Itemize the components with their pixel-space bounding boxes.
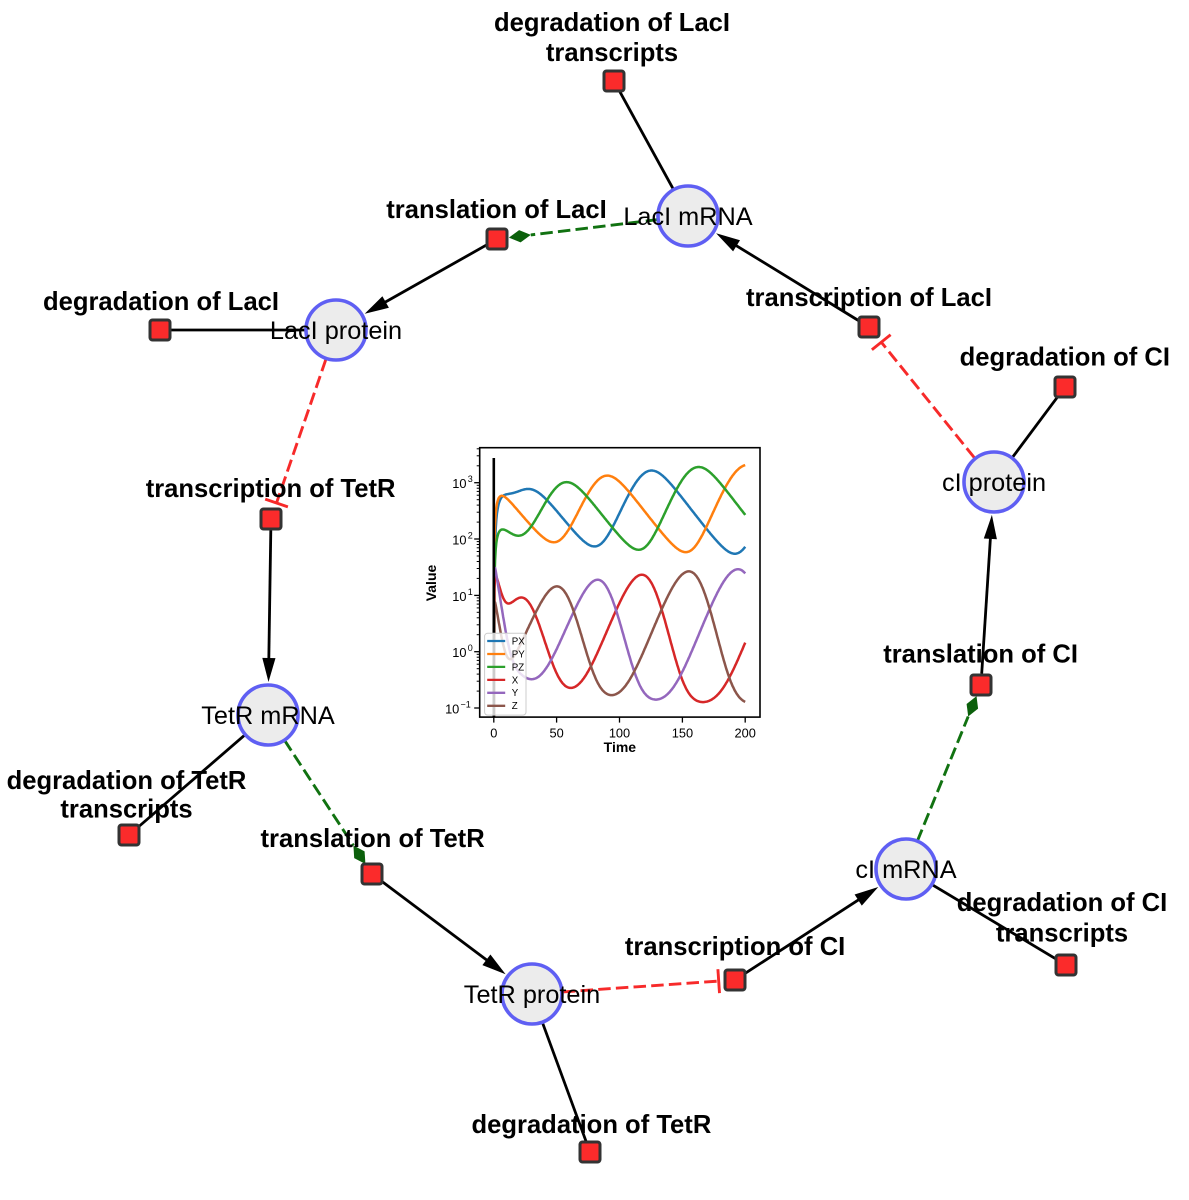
svg-text:200: 200 — [735, 726, 756, 741]
svg-text:PY: PY — [512, 649, 525, 660]
svg-text:translation of TetR: translation of TetR — [261, 825, 485, 853]
svg-text:LacI mRNA: LacI mRNA — [623, 203, 752, 231]
svg-text:10: 10 — [452, 645, 466, 660]
svg-text:degradation of LacI: degradation of LacI — [43, 288, 279, 316]
svg-text:transcription of LacI: transcription of LacI — [746, 284, 992, 312]
svg-text:0: 0 — [468, 643, 473, 653]
svg-text:transcription of CI: transcription of CI — [625, 933, 845, 961]
svg-text:degradation of CI: degradation of CI — [960, 344, 1170, 372]
svg-text:150: 150 — [672, 726, 693, 741]
svg-text:translation of CI: translation of CI — [883, 640, 1078, 668]
svg-text:−1: −1 — [461, 700, 471, 710]
svg-text:degradation of CI: degradation of CI — [957, 889, 1167, 917]
svg-text:transcripts: transcripts — [60, 796, 192, 824]
svg-text:Z: Z — [512, 701, 518, 712]
svg-text:3: 3 — [468, 474, 473, 484]
svg-text:Y: Y — [512, 688, 519, 699]
svg-text:10: 10 — [452, 589, 466, 604]
svg-text:0: 0 — [490, 726, 497, 741]
svg-text:cI protein: cI protein — [942, 469, 1046, 497]
svg-text:1: 1 — [468, 587, 473, 597]
svg-text:degradation of LacI: degradation of LacI — [494, 9, 730, 37]
svg-text:degradation of TetR: degradation of TetR — [471, 1111, 711, 1139]
svg-text:PX: PX — [512, 636, 525, 647]
svg-text:LacI protein: LacI protein — [270, 317, 402, 345]
svg-text:TetR protein: TetR protein — [464, 981, 600, 1009]
svg-text:transcripts: transcripts — [996, 920, 1128, 948]
svg-text:100: 100 — [609, 726, 630, 741]
svg-text:translation of LacI: translation of LacI — [386, 196, 606, 224]
svg-text:Time: Time — [604, 739, 637, 755]
svg-text:2: 2 — [468, 531, 473, 541]
svg-text:transcription of TetR: transcription of TetR — [146, 475, 396, 503]
svg-text:X: X — [512, 675, 519, 686]
svg-text:50: 50 — [549, 726, 563, 741]
svg-text:10: 10 — [452, 476, 466, 491]
svg-text:10: 10 — [452, 532, 466, 547]
svg-text:cI mRNA: cI mRNA — [855, 856, 956, 884]
svg-text:Value: Value — [423, 565, 439, 602]
svg-text:transcripts: transcripts — [546, 39, 678, 67]
svg-text:10: 10 — [445, 701, 459, 716]
svg-text:degradation of TetR: degradation of TetR — [7, 767, 247, 795]
svg-text:PZ: PZ — [512, 662, 524, 673]
svg-text:TetR mRNA: TetR mRNA — [201, 702, 335, 730]
